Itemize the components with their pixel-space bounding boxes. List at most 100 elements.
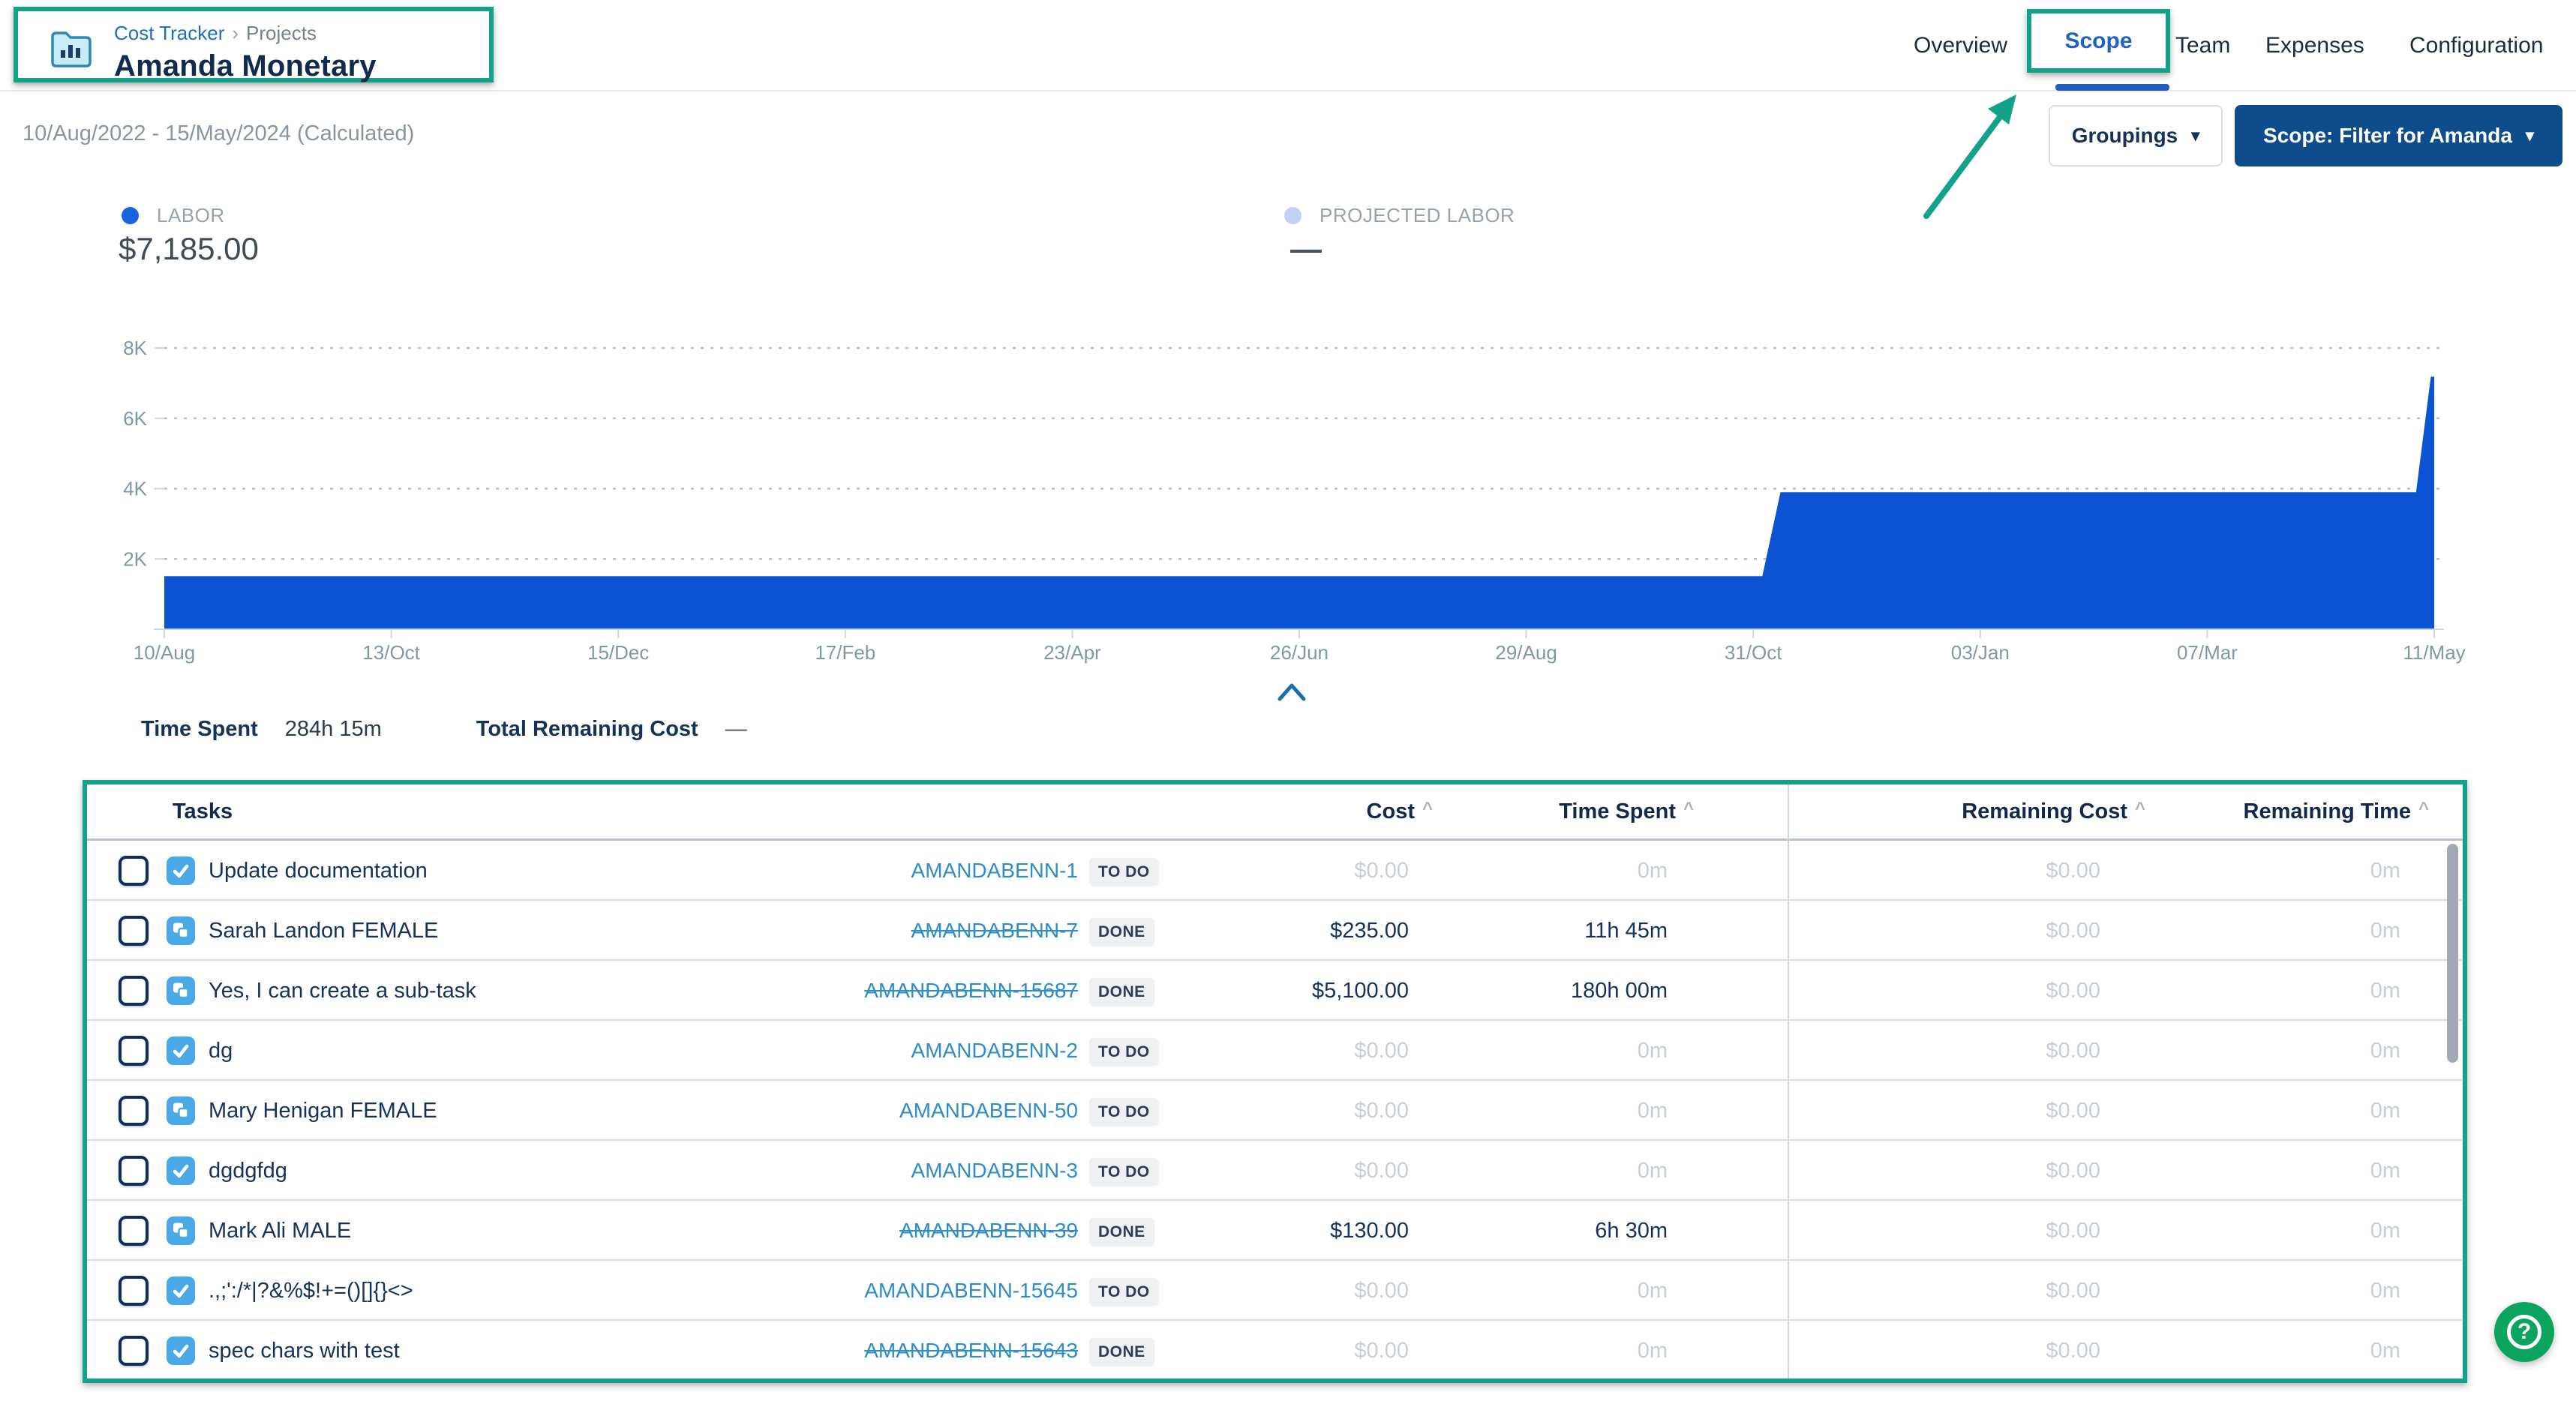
cost-cell: $0.00 — [1354, 1338, 1409, 1363]
task-name: .,;':/*|?&%$!+=()[]{}<> — [209, 1278, 413, 1303]
task-table-body: Update documentation AMANDABENN-1 TO DO … — [87, 841, 2463, 1378]
cost-cell: $0.00 — [1354, 1278, 1409, 1303]
tab-configuration[interactable]: Configuration — [2409, 33, 2544, 58]
cost-cell: $0.00 — [1354, 1098, 1409, 1123]
row-checkbox[interactable] — [119, 1336, 149, 1366]
sort-caret-icon: ^ — [2418, 799, 2429, 819]
status-badge: DONE — [1089, 1338, 1154, 1366]
legend-item-projected-labor[interactable]: PROJECTED LABOR — [1284, 204, 1515, 227]
issue-key-link[interactable]: AMANDABENN-39 — [899, 1219, 1078, 1242]
question-mark-icon: ? — [2507, 1315, 2541, 1349]
time-spent-cell: 0m — [1637, 1038, 1668, 1063]
remaining-cost-cell: $0.00 — [2046, 1218, 2100, 1243]
row-checkbox[interactable] — [119, 1216, 149, 1246]
status-badge: TO DO — [1089, 1278, 1159, 1306]
issue-key-link[interactable]: AMANDABENN-15645 — [864, 1279, 1078, 1302]
subtask-icon — [167, 916, 195, 945]
row-checkbox[interactable] — [119, 976, 149, 1006]
column-header-cost[interactable]: Cost ^ — [1366, 799, 1433, 824]
svg-text:23/Apr: 23/Apr — [1043, 641, 1101, 664]
subtask-icon — [167, 1096, 195, 1125]
remaining-time-cell: 0m — [2370, 978, 2400, 1003]
table-row: spec chars with test AMANDABENN-15643 DO… — [87, 1321, 2463, 1378]
status-badge: DONE — [1089, 978, 1154, 1006]
task-icon — [167, 1036, 195, 1065]
table-row: dgdgfdg AMANDABENN-3 TO DO $0.00 0m $0.0… — [87, 1141, 2463, 1201]
cost-cell: $130.00 — [1330, 1218, 1409, 1243]
annotation-box-scope-tab: Scope — [2027, 9, 2170, 73]
breadcrumb-app-link[interactable]: Cost Tracker — [114, 22, 225, 44]
issue-key-link[interactable]: AMANDABENN-15687 — [864, 979, 1078, 1002]
task-name: Mary Henigan FEMALE — [209, 1098, 437, 1123]
svg-text:07/Mar: 07/Mar — [2177, 641, 2238, 664]
row-checkbox[interactable] — [119, 1156, 149, 1186]
column-header-time-spent[interactable]: Time Spent ^ — [1559, 799, 1694, 824]
status-badge: TO DO — [1089, 858, 1159, 886]
sort-caret-icon: ^ — [2134, 799, 2145, 819]
table-row: Yes, I can create a sub-task AMANDABENN-… — [87, 961, 2463, 1021]
task-name: dgdgfdg — [209, 1158, 287, 1183]
annotation-box-header: Cost Tracker › Projects Amanda Monetary — [14, 7, 494, 82]
svg-text:8K: 8K — [123, 337, 147, 359]
tab-expenses[interactable]: Expenses — [2265, 33, 2364, 58]
task-name: dg — [209, 1038, 233, 1063]
time-spent-label: Time Spent — [141, 717, 258, 741]
table-row: dg AMANDABENN-2 TO DO $0.00 0m $0.00 0m — [87, 1021, 2463, 1081]
task-icon — [167, 1276, 195, 1305]
tab-scope[interactable]: Scope — [2064, 28, 2133, 53]
row-checkbox[interactable] — [119, 916, 149, 946]
svg-text:4K: 4K — [123, 478, 147, 500]
row-checkbox[interactable] — [119, 1096, 149, 1126]
sort-caret-icon: ^ — [1422, 799, 1433, 819]
chevron-down-icon: ▾ — [2525, 126, 2534, 145]
issue-key-link[interactable]: AMANDABENN-50 — [899, 1099, 1078, 1122]
row-checkbox[interactable] — [119, 856, 149, 886]
issue-key-link[interactable]: AMANDABENN-7 — [911, 919, 1078, 942]
svg-text:10/Aug: 10/Aug — [134, 641, 195, 664]
issue-key-link[interactable]: AMANDABENN-1 — [911, 859, 1078, 882]
row-checkbox[interactable] — [119, 1036, 149, 1066]
cost-cell: $5,100.00 — [1311, 978, 1409, 1003]
groupings-button[interactable]: Groupings ▾ — [2049, 105, 2223, 166]
remaining-cost-cell: $0.00 — [2046, 1158, 2100, 1183]
svg-text:31/Oct: 31/Oct — [1725, 641, 1782, 664]
table-row: Mary Henigan FEMALE AMANDABENN-50 TO DO … — [87, 1081, 2463, 1141]
column-header-remaining-time[interactable]: Remaining Time ^ — [2243, 799, 2429, 824]
time-spent-cell: 0m — [1637, 858, 1668, 883]
time-spent-cell: 0m — [1637, 1158, 1668, 1183]
legend-item-labor[interactable]: LABOR — [122, 204, 225, 227]
table-scrollbar[interactable] — [2447, 844, 2458, 1063]
svg-text:03/Jan: 03/Jan — [1951, 641, 2010, 664]
scope-filter-button[interactable]: Scope: Filter for Amanda ▾ — [2235, 105, 2562, 166]
table-row: .,;':/*|?&%$!+=()[]{}<> AMANDABENN-15645… — [87, 1261, 2463, 1321]
task-name: spec chars with test — [209, 1338, 400, 1363]
total-remaining-cost-value: — — [725, 717, 747, 741]
issue-key-link[interactable]: AMANDABENN-2 — [911, 1039, 1078, 1062]
collapse-chart-chevron-up-icon[interactable] — [1277, 683, 1306, 701]
help-button[interactable]: ? — [2494, 1302, 2554, 1362]
task-icon — [167, 856, 195, 885]
tab-overview[interactable]: Overview — [1914, 33, 2008, 58]
tab-team[interactable]: Team — [2175, 33, 2231, 58]
breadcrumb-separator: › — [232, 22, 239, 44]
remaining-cost-cell: $0.00 — [2046, 858, 2100, 883]
task-icon — [167, 1336, 195, 1365]
totals-bar: Time Spent 284h 15m Total Remaining Cost… — [141, 717, 747, 742]
column-header-remaining-cost[interactable]: Remaining Cost ^ — [1962, 799, 2145, 824]
svg-text:17/Feb: 17/Feb — [815, 641, 875, 664]
table-row: Update documentation AMANDABENN-1 TO DO … — [87, 841, 2463, 901]
status-badge: TO DO — [1089, 1098, 1159, 1126]
column-divider — [1788, 784, 1789, 1378]
issue-key-link[interactable]: AMANDABENN-15643 — [864, 1339, 1078, 1362]
breadcrumb-section[interactable]: Projects — [246, 22, 317, 44]
project-folder-icon — [48, 26, 95, 76]
remaining-time-cell: 0m — [2370, 918, 2400, 943]
task-name: Yes, I can create a sub-task — [209, 978, 476, 1003]
table-row: Sarah Landon FEMALE AMANDABENN-7 DONE $2… — [87, 901, 2463, 961]
task-name: Update documentation — [209, 858, 428, 883]
row-checkbox[interactable] — [119, 1276, 149, 1306]
labor-area-series — [164, 376, 2434, 629]
issue-key-link[interactable]: AMANDABENN-3 — [911, 1159, 1078, 1182]
remaining-time-cell: 0m — [2370, 1218, 2400, 1243]
